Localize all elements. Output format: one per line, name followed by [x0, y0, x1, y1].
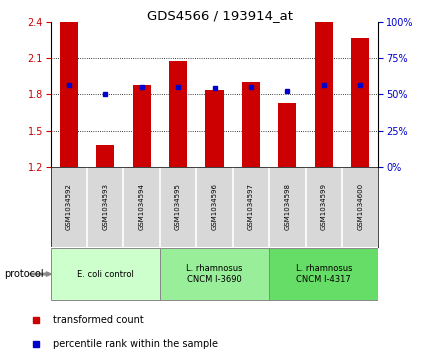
- Bar: [242, 82, 260, 167]
- Text: L. rhamnosus
CNCM I-4317: L. rhamnosus CNCM I-4317: [296, 264, 352, 284]
- Text: E. coli control: E. coli control: [77, 270, 134, 278]
- Text: GSM1034595: GSM1034595: [175, 183, 181, 231]
- Text: transformed count: transformed count: [53, 315, 144, 325]
- Text: GSM1034600: GSM1034600: [357, 183, 363, 231]
- Bar: [205, 90, 224, 167]
- Bar: [315, 22, 333, 167]
- Text: GSM1034592: GSM1034592: [66, 183, 72, 231]
- Bar: [169, 61, 187, 167]
- Text: L. rhamnosus
CNCM I-3690: L. rhamnosus CNCM I-3690: [186, 264, 243, 284]
- Text: GSM1034594: GSM1034594: [139, 183, 145, 231]
- Bar: [96, 145, 114, 167]
- Text: GSM1034596: GSM1034596: [212, 183, 217, 231]
- Text: GDS4566 / 193914_at: GDS4566 / 193914_at: [147, 9, 293, 22]
- Text: GSM1034599: GSM1034599: [321, 183, 327, 231]
- Bar: [278, 103, 297, 167]
- Text: GSM1034598: GSM1034598: [284, 183, 290, 231]
- Bar: [51, 248, 160, 300]
- Text: percentile rank within the sample: percentile rank within the sample: [53, 339, 218, 349]
- Text: GSM1034593: GSM1034593: [102, 183, 108, 231]
- Bar: [269, 248, 378, 300]
- Bar: [160, 248, 269, 300]
- Bar: [132, 85, 151, 167]
- Text: GSM1034597: GSM1034597: [248, 183, 254, 231]
- Bar: [351, 37, 369, 167]
- Text: protocol: protocol: [4, 269, 44, 279]
- Bar: [60, 22, 78, 167]
